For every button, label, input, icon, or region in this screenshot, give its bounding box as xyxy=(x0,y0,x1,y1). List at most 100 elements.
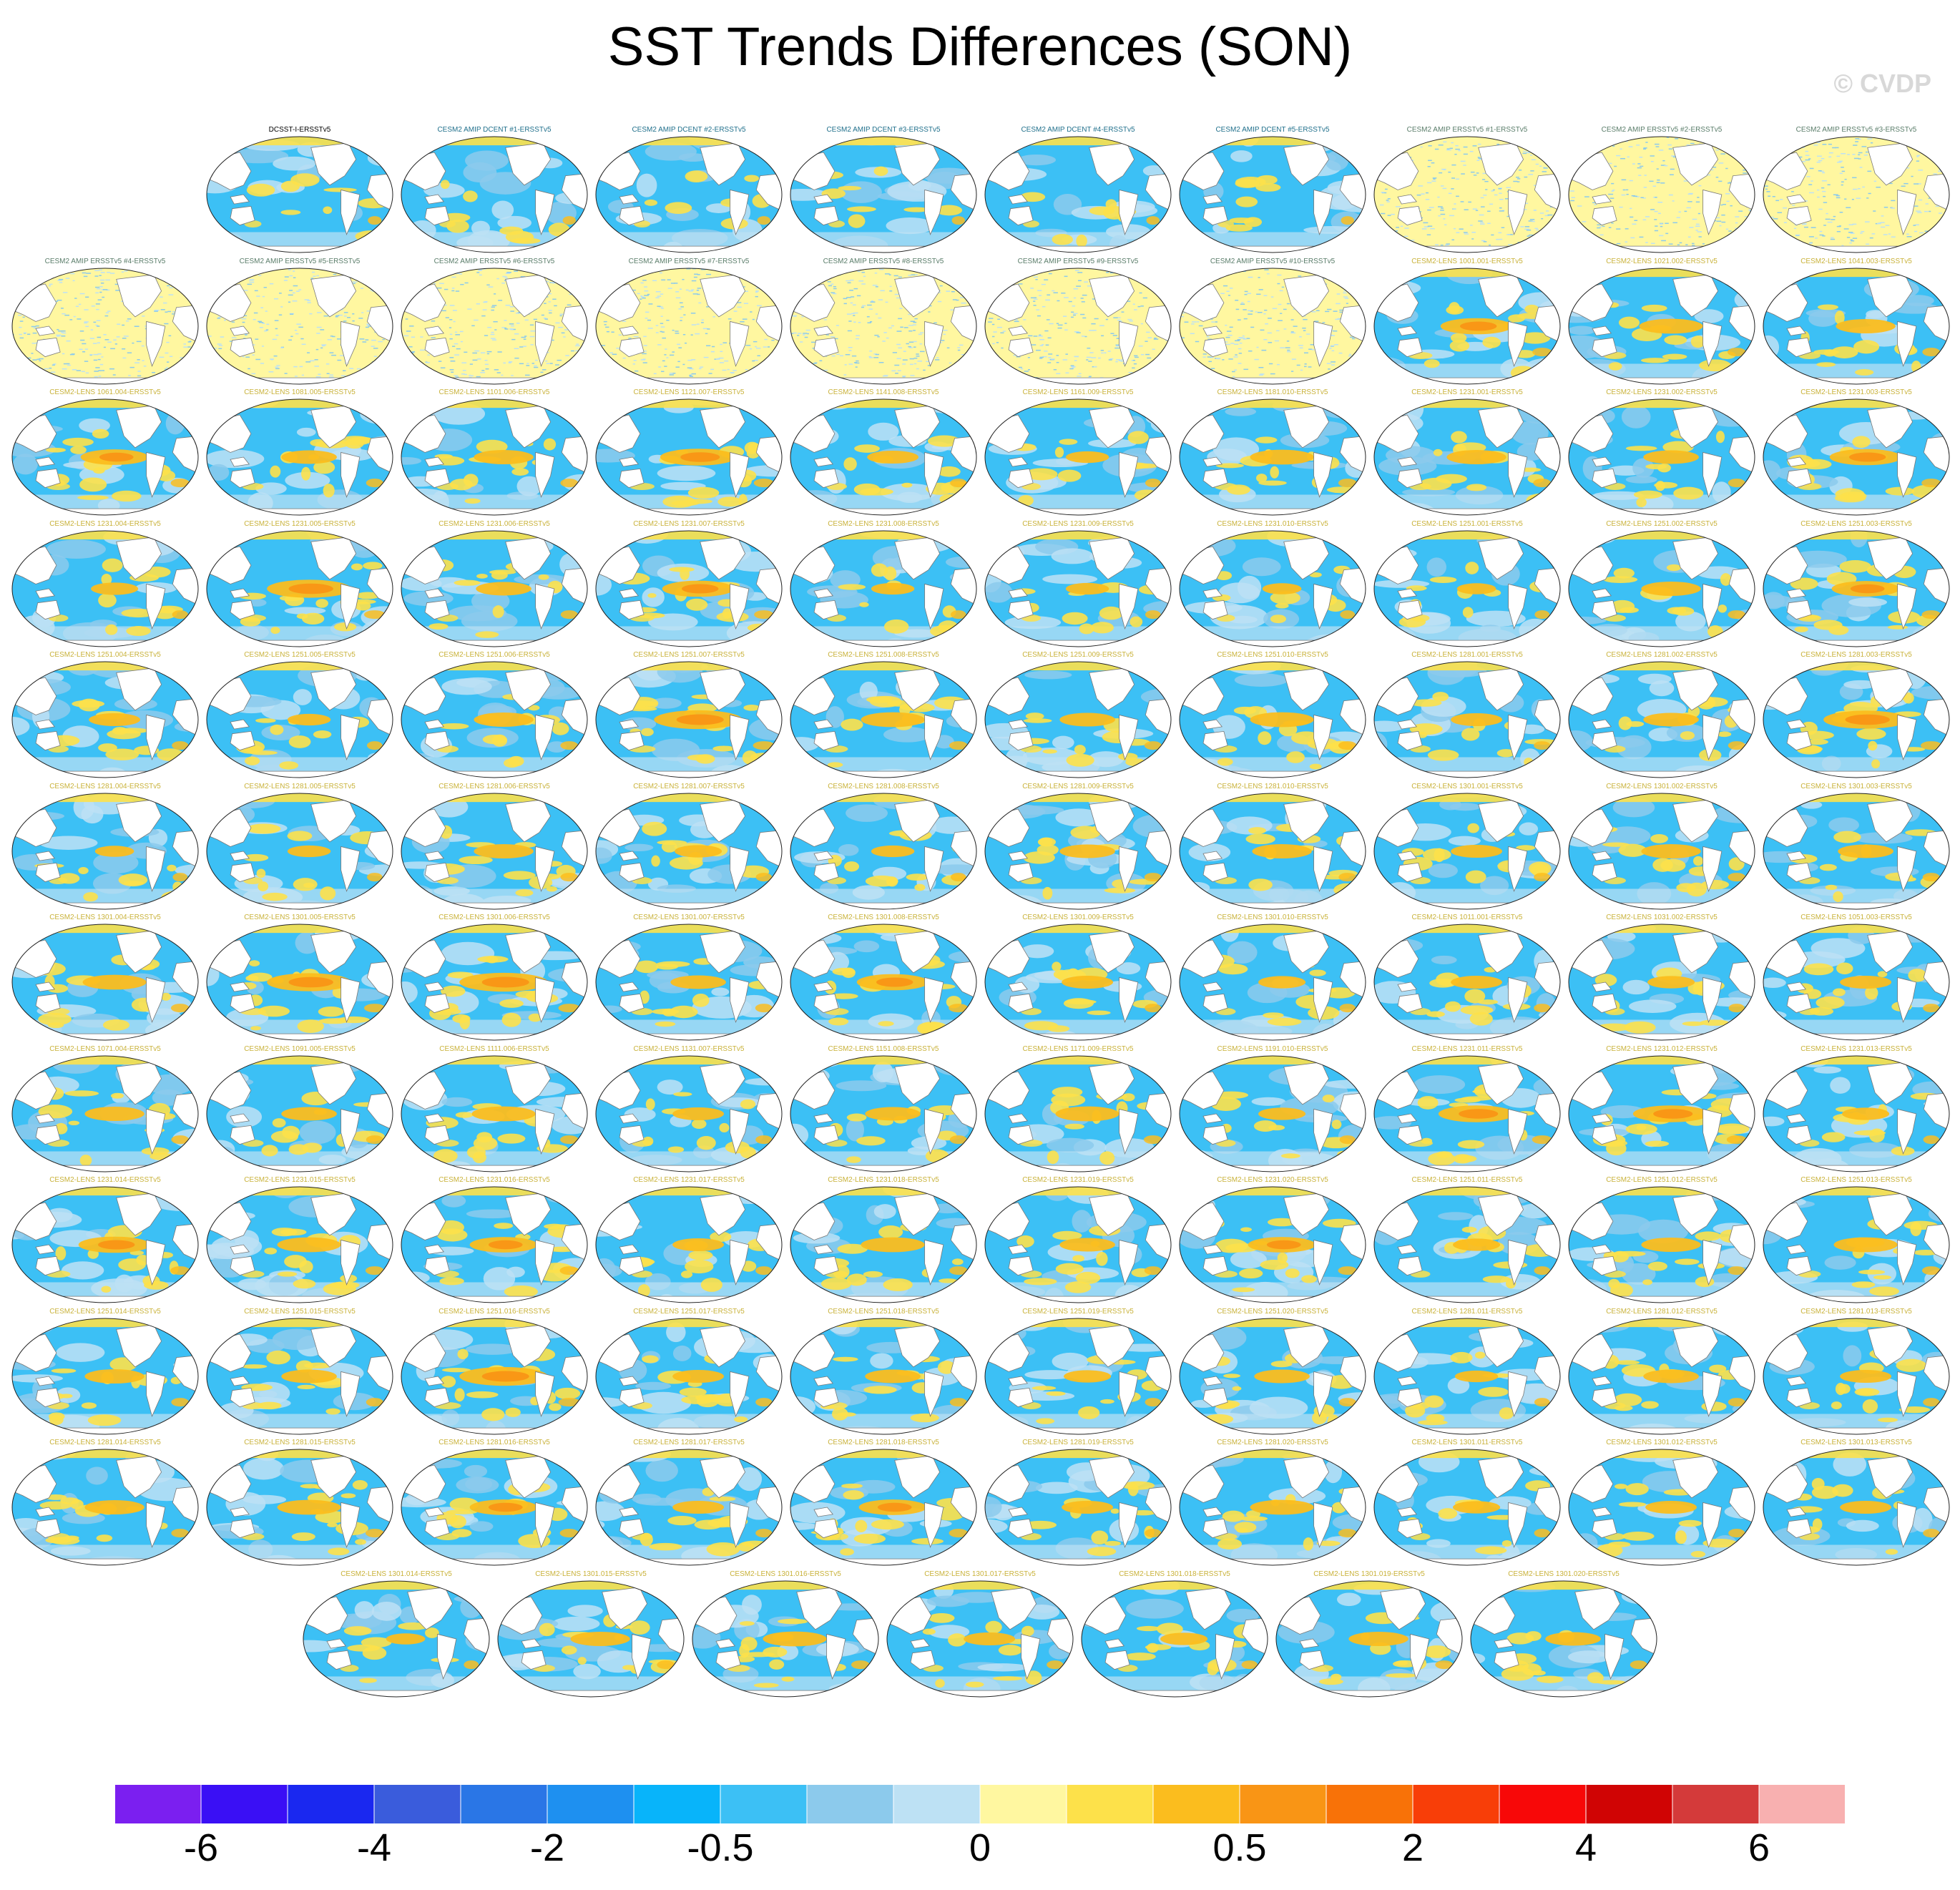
panel-title: CESM2-LENS 1181.010-ERSSTv5 xyxy=(1217,388,1328,396)
pacific-warm-tongue xyxy=(1065,451,1109,464)
stipple-mark xyxy=(31,352,34,354)
stipple-mark xyxy=(461,361,467,363)
map-border xyxy=(1179,530,1366,647)
stipple-mark xyxy=(21,383,24,384)
cool-patch xyxy=(1052,735,1074,750)
warm-patch xyxy=(98,743,117,753)
sst-map xyxy=(11,398,199,516)
warm-patch xyxy=(1728,609,1746,619)
warm-patch xyxy=(1079,622,1094,634)
stipple-mark xyxy=(989,317,994,319)
warm-patch xyxy=(1057,469,1082,482)
land-mass xyxy=(230,851,250,861)
stipple-mark xyxy=(793,356,797,358)
stipple-mark xyxy=(1530,170,1534,172)
warm-patch xyxy=(1603,575,1638,583)
cool-patch xyxy=(1569,335,1608,359)
stipple-mark xyxy=(1798,137,1803,138)
stipple-mark xyxy=(1948,232,1949,234)
stipple-mark xyxy=(293,276,296,278)
stipple-mark xyxy=(95,324,99,325)
stipple-mark xyxy=(969,298,974,300)
stipple-mark xyxy=(1136,375,1140,377)
map-border xyxy=(790,530,977,647)
stipple-mark xyxy=(1431,180,1436,182)
stipple-mark xyxy=(1620,157,1626,160)
warm-patch xyxy=(1066,753,1094,767)
land-mass xyxy=(1786,194,1807,205)
stipple-mark xyxy=(172,278,175,280)
stipple-mark xyxy=(1424,226,1429,227)
sst-map xyxy=(1179,530,1366,647)
stipple-mark xyxy=(1611,182,1614,185)
warm-patch xyxy=(1680,731,1695,740)
stipple-mark xyxy=(1278,319,1283,321)
warm-patch xyxy=(356,592,381,599)
stipple-mark xyxy=(64,314,69,315)
stipple-mark xyxy=(445,380,449,382)
stipple-mark xyxy=(737,306,742,308)
stipple-mark xyxy=(1820,170,1824,172)
stipple-mark xyxy=(1453,208,1456,210)
stipple-mark xyxy=(810,381,815,383)
stipple-mark xyxy=(914,273,918,275)
land-mass xyxy=(230,456,250,467)
stipple-mark xyxy=(917,360,923,362)
stipple-mark xyxy=(1783,233,1788,235)
stipple-mark xyxy=(1685,244,1688,245)
stipple-mark xyxy=(1064,275,1068,277)
stipple-mark xyxy=(1255,384,1258,385)
stipple-mark xyxy=(911,273,916,275)
stipple-mark xyxy=(1238,362,1242,364)
stipple-mark xyxy=(1362,381,1366,383)
stipple-mark xyxy=(69,318,73,320)
stipple-mark xyxy=(491,306,495,308)
stipple-mark xyxy=(575,350,580,351)
warm-patch xyxy=(1496,749,1515,758)
warm-patch xyxy=(463,190,478,202)
stipple-mark xyxy=(474,319,479,320)
land-mass xyxy=(1008,205,1034,226)
stipple-mark xyxy=(1204,373,1208,376)
warm-patch xyxy=(92,429,109,439)
stipple-mark xyxy=(1730,149,1733,150)
stipple-mark xyxy=(62,368,67,369)
panel-title: CESM2-LENS 1161.009-ERSSTv5 xyxy=(1022,388,1134,396)
warm-patch xyxy=(70,446,87,454)
warm-patch xyxy=(247,823,281,834)
stipple-mark xyxy=(1622,189,1626,191)
stipple-mark xyxy=(53,363,57,365)
stipple-mark xyxy=(1338,352,1343,353)
cool-patch xyxy=(1051,547,1094,564)
stipple-mark xyxy=(841,269,846,271)
stipple-mark xyxy=(923,369,926,371)
warm-patch xyxy=(662,495,696,508)
stipple-mark xyxy=(1718,180,1723,182)
stipple-mark xyxy=(85,372,89,373)
stipple-mark xyxy=(268,371,274,372)
stipple-mark xyxy=(1645,242,1648,243)
stipple-mark xyxy=(848,346,853,348)
map-border xyxy=(790,661,977,778)
stipple-mark xyxy=(37,280,43,282)
stipple-mark xyxy=(1744,216,1748,217)
land-mass xyxy=(1202,325,1223,336)
stipple-mark xyxy=(686,268,691,269)
stipple-mark xyxy=(1167,376,1171,377)
stipple-mark xyxy=(127,351,132,353)
stipple-mark xyxy=(1640,197,1644,198)
stipple-mark xyxy=(122,337,127,339)
stipple-mark xyxy=(743,290,748,292)
cool-patch xyxy=(273,156,316,171)
warm-patch xyxy=(753,741,775,750)
stipple-mark xyxy=(952,298,957,300)
stipple-mark xyxy=(457,383,462,384)
stipple-mark xyxy=(61,331,64,333)
stipple-mark xyxy=(1028,335,1033,336)
warm-patch xyxy=(827,762,843,768)
stipple-mark xyxy=(1480,223,1485,225)
stipple-mark xyxy=(956,269,960,271)
warm-patch xyxy=(333,622,357,631)
stipple-mark xyxy=(1331,350,1335,351)
stipple-mark xyxy=(670,282,675,284)
